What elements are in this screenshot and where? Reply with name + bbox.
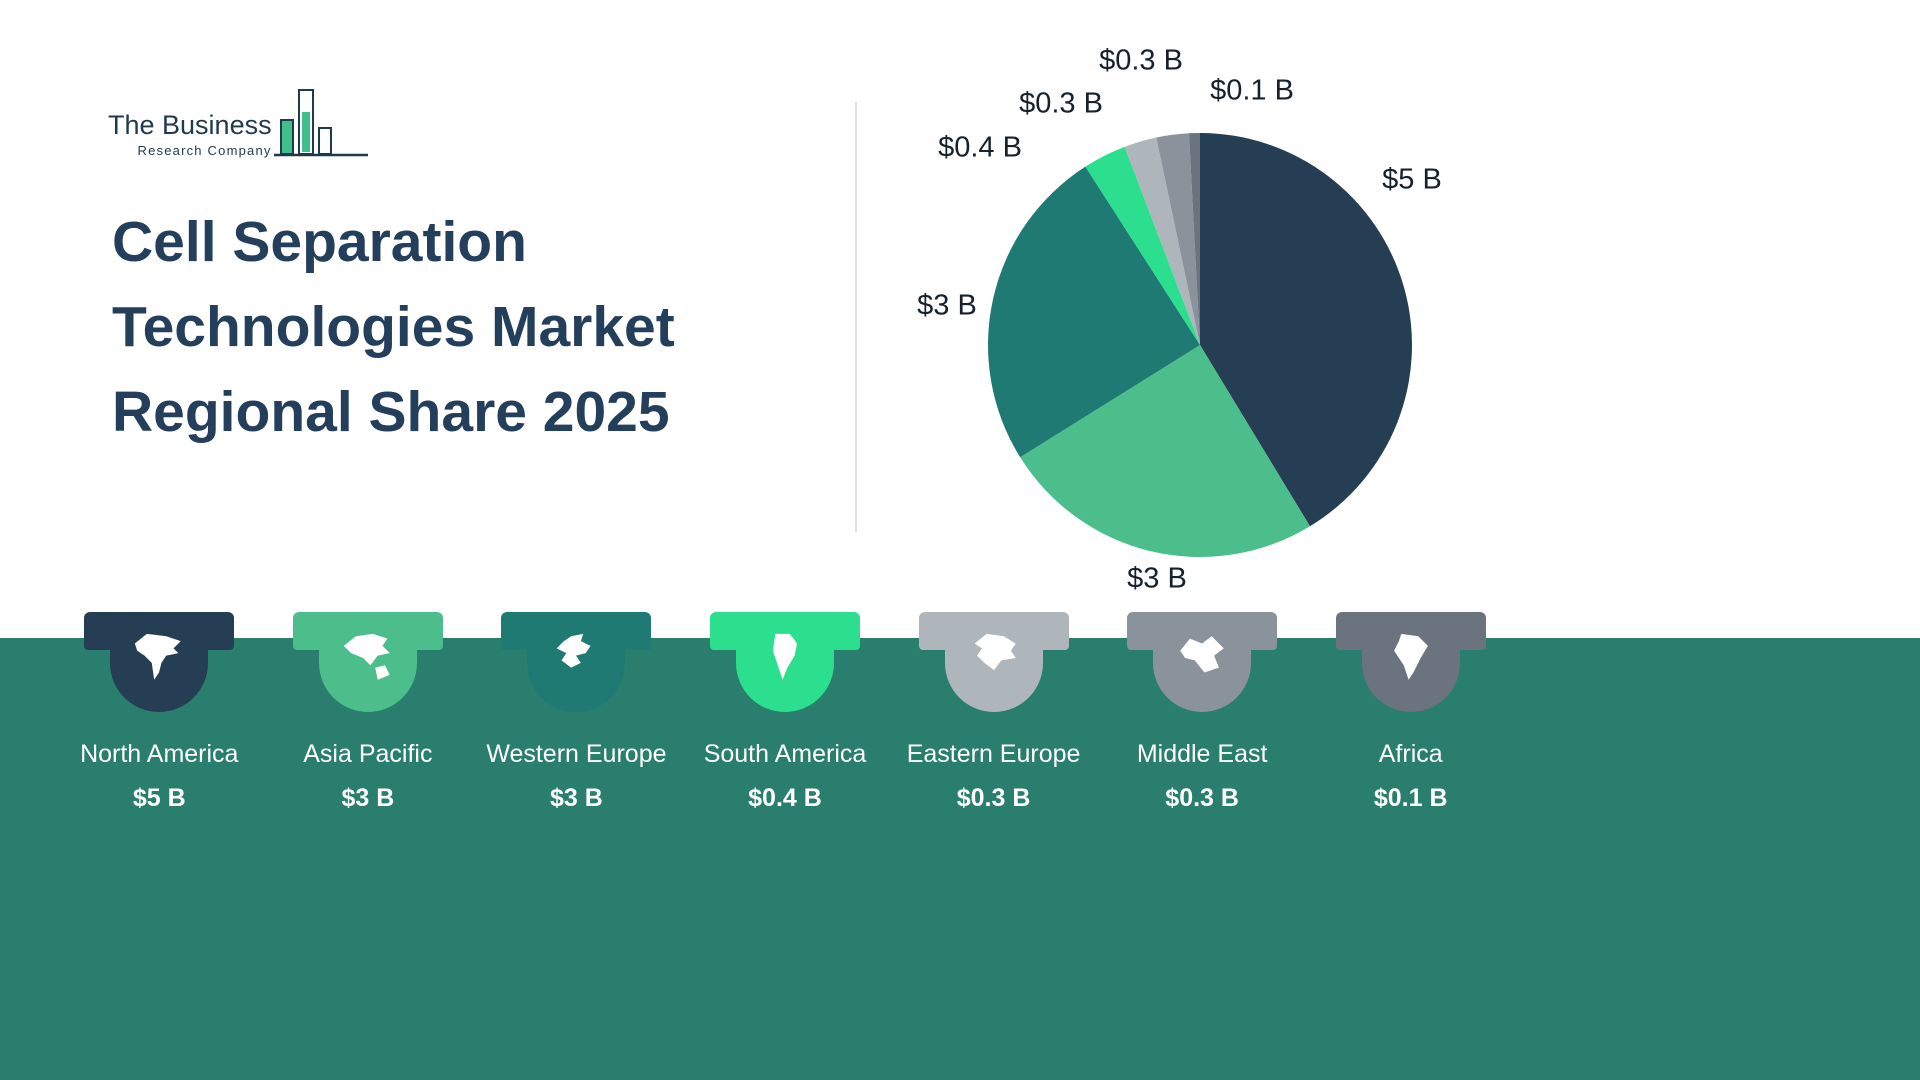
region-value: $5 B xyxy=(132,784,186,812)
legend-item-north-america: North America $5 B xyxy=(55,612,264,813)
brand-subname: Research Company xyxy=(137,143,272,158)
vertical-divider xyxy=(855,102,857,532)
region-name: Middle East xyxy=(1136,740,1268,768)
pie-slice-south-america xyxy=(1085,146,1200,345)
legend: North America $5 B Asia Pacific $3 B Western… xyxy=(55,612,1515,813)
page-title-line-3: Regional Share 2025 xyxy=(112,380,670,444)
asia-pacific-ribbon-icon xyxy=(292,612,443,714)
ribbon-medallion xyxy=(527,612,626,712)
pie-label-south-america: $0.4 B xyxy=(938,132,1022,164)
page-title-line-1: Cell Separation xyxy=(112,210,527,274)
pie-label-western-europe: $3 B xyxy=(917,290,977,322)
ribbon-medallion xyxy=(944,612,1043,712)
north-america-ribbon-icon xyxy=(84,612,235,714)
region-value: $0.3 B xyxy=(956,784,1031,812)
brand-name: The Business xyxy=(108,110,272,140)
south-america-continent-icon xyxy=(772,633,798,680)
region-value: $3 B xyxy=(341,784,395,812)
region-name: Eastern Europe xyxy=(906,740,1081,768)
pie-slice-eastern-europe xyxy=(1124,137,1200,345)
western-europe-ribbon-icon xyxy=(501,612,652,714)
pie-slice-africa xyxy=(1189,133,1200,345)
pie-slice-asia-pacific xyxy=(1020,345,1310,558)
brand-logo: The Business Research Company xyxy=(108,82,370,162)
pie-label-middle-east: $0.3 B xyxy=(1099,45,1183,77)
africa-ribbon-icon xyxy=(1335,612,1486,714)
ribbon-medallion xyxy=(1153,612,1252,712)
legend-item-eastern-europe: Eastern Europe $0.3 B xyxy=(889,612,1098,813)
ribbon-medallion xyxy=(110,612,209,712)
region-value: $3 B xyxy=(550,784,603,812)
pie-slice-middle-east xyxy=(1156,133,1200,345)
ribbon-medallion xyxy=(735,612,834,712)
western-europe-continent-icon xyxy=(557,633,591,668)
brand-logo-text: The Business Research Company xyxy=(108,110,272,162)
middle-east-continent-icon xyxy=(1180,636,1224,673)
region-value: $0.4 B xyxy=(748,784,822,812)
pie-slice-north-america xyxy=(1200,133,1413,527)
region-value: $0.1 B xyxy=(1373,784,1448,812)
region-name: Western Europe xyxy=(486,740,667,768)
ribbon-medallion xyxy=(318,612,417,712)
legend-item-asia-pacific: Asia Pacific $3 B xyxy=(264,612,473,813)
legend-item-africa: Africa $0.1 B xyxy=(1306,612,1515,813)
legend-item-middle-east: Middle East $0.3 B xyxy=(1098,612,1307,813)
region-value: $0.3 B xyxy=(1165,784,1239,812)
region-name: North America xyxy=(80,740,239,768)
eastern-europe-ribbon-icon xyxy=(918,612,1069,714)
pie-label-africa: $0.1 B xyxy=(1210,75,1294,107)
eastern-europe-continent-icon xyxy=(974,633,1016,671)
pie-slice-western-europe xyxy=(987,166,1200,458)
pie-label-eastern-europe: $0.3 B xyxy=(1019,88,1103,120)
page-title: Cell Separation Technologies Market Regi… xyxy=(112,200,675,455)
page-title-line-2: Technologies Market xyxy=(112,295,675,359)
pie-label-asia-pacific: $3 B xyxy=(1127,563,1187,595)
ribbon-medallion xyxy=(1361,612,1460,712)
legend-item-south-america: South America $0.4 B xyxy=(681,612,890,813)
bar-chart-logo-icon xyxy=(273,89,368,157)
pie-label-north-america: $5 B xyxy=(1382,164,1442,196)
legend-item-western-europe: Western Europe $3 B xyxy=(472,612,681,813)
north-america-continent-icon xyxy=(135,633,182,680)
legend-band xyxy=(0,638,1920,1080)
region-name: South America xyxy=(703,740,867,768)
region-name: Africa xyxy=(1378,740,1443,768)
africa-continent-icon xyxy=(1393,633,1428,680)
region-name: Asia Pacific xyxy=(303,740,433,768)
middle-east-ribbon-icon xyxy=(1127,612,1278,714)
pie-chart: $5 B $3 B $3 B $0.4 B $0.3 B $0.3 B $0.1 B xyxy=(917,45,1442,595)
south-america-ribbon-icon xyxy=(709,612,860,714)
asia-pacific-continent-icon xyxy=(343,633,390,680)
